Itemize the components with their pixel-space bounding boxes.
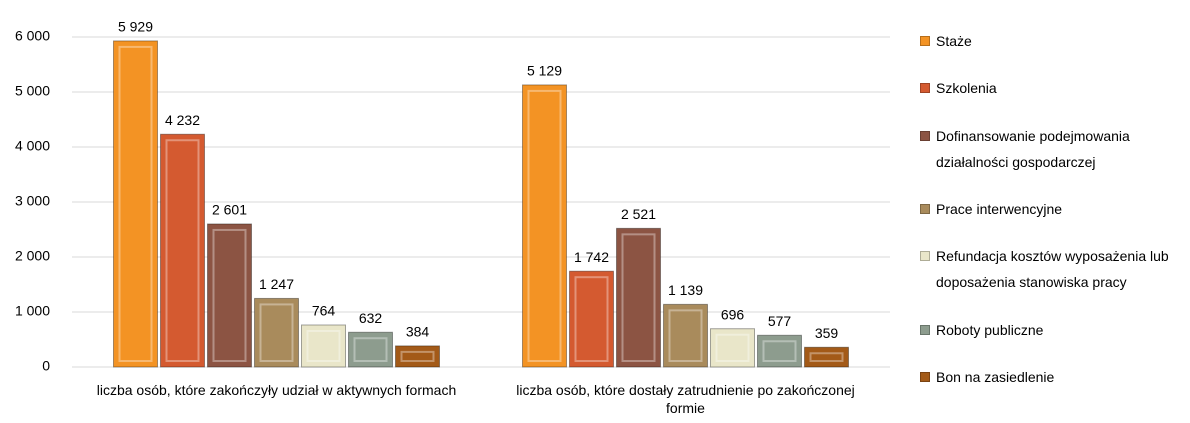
bar: [616, 227, 661, 368]
bar-bevel: [259, 303, 294, 363]
bar-bevel: [762, 340, 797, 363]
legend-label: Staże: [936, 33, 972, 49]
data-label: 577: [768, 313, 792, 329]
y-tick-label: 4 000: [15, 138, 50, 154]
data-label: 384: [406, 324, 430, 340]
bar-bevel: [809, 352, 844, 363]
legend-swatch: [920, 251, 930, 262]
data-label: 359: [815, 325, 839, 341]
data-label: 632: [359, 310, 383, 326]
legend-entry: Prace interwencyjne: [920, 196, 1185, 222]
y-tick-label: 3 000: [15, 193, 50, 209]
bar: [569, 270, 614, 368]
legend-entry: Staże: [920, 28, 1185, 54]
bar-bevel: [165, 139, 200, 362]
bar: [113, 40, 158, 368]
x-tick-label: liczba osób, które dostały zatrudnienie …: [516, 382, 855, 416]
bar: [160, 133, 205, 368]
legend: Staże Szkolenia Dofinansowanie podejmowani…: [920, 28, 1185, 390]
data-label: 5 929: [118, 19, 153, 35]
bar: [301, 324, 346, 368]
legend-swatch: [920, 83, 930, 94]
x-tick-label: liczba osób, które zakończyły udział w a…: [96, 382, 457, 398]
legend-swatch: [920, 324, 930, 335]
data-label: 4 232: [165, 112, 200, 128]
bar-bevel: [353, 337, 388, 362]
legend-label: Prace interwencyjne: [936, 200, 1063, 217]
legend-entry: Refundacja kosztów wyposażenia lub dopos…: [920, 243, 1185, 295]
bar: [710, 328, 755, 368]
legend-label: Szkolenia: [936, 80, 997, 97]
legend-swatch: [920, 203, 930, 214]
y-tick-label: 6 000: [15, 28, 50, 44]
data-label: 696: [721, 306, 745, 322]
data-label: 764: [312, 303, 336, 319]
data-label: 1 139: [668, 282, 703, 298]
bar-bevel: [118, 45, 153, 362]
legend-label: Roboty publiczne: [936, 321, 1044, 338]
bar-bevel: [574, 276, 609, 362]
y-tick-label: 5 000: [15, 83, 50, 99]
bar-bevel: [400, 350, 435, 363]
legend-swatch: [920, 36, 930, 46]
legend-entry: Roboty publiczne: [920, 317, 1185, 343]
legend-entry: Bon na zasiedlenie: [920, 364, 1185, 390]
y-tick-label: 2 000: [15, 248, 50, 264]
bar: [254, 297, 299, 368]
legend-entry: Szkolenia: [920, 75, 1185, 101]
data-label: 1 742: [574, 249, 609, 265]
bar-bevel: [212, 228, 247, 362]
data-label: 1 247: [259, 276, 294, 292]
data-label: 2 521: [621, 206, 656, 222]
bar: [522, 84, 567, 368]
legend-swatch: [920, 371, 930, 382]
bar: [348, 331, 393, 368]
legend-swatch: [920, 130, 930, 141]
plot: 0 1 000 2 000 3 000 4 000 5 000 6 000 5 929 4 23…: [15, 19, 890, 374]
bar: [207, 223, 252, 368]
data-label: 2 601: [212, 202, 247, 218]
bar: [395, 345, 440, 368]
bar-bevel: [715, 333, 750, 363]
bar-bevel: [668, 309, 703, 363]
bar: [663, 303, 708, 368]
bar: [757, 334, 802, 368]
legend-label: Dofinansowanie podejmowania działalności…: [936, 127, 1130, 170]
y-tick-label: 0: [42, 358, 50, 374]
y-tick-label: 1 000: [15, 303, 50, 319]
bar-bevel: [306, 329, 341, 363]
bar: [804, 346, 849, 368]
data-label: 5 129: [527, 63, 562, 79]
legend-label: Refundacja kosztów wyposażenia lub dopos…: [936, 248, 1169, 291]
bar-bevel: [527, 89, 562, 362]
legend-entry: Dofinansowanie podejmowania działalności…: [920, 123, 1185, 175]
legend-label: Bon na zasiedlenie: [936, 368, 1055, 385]
bar-bevel: [621, 233, 656, 362]
